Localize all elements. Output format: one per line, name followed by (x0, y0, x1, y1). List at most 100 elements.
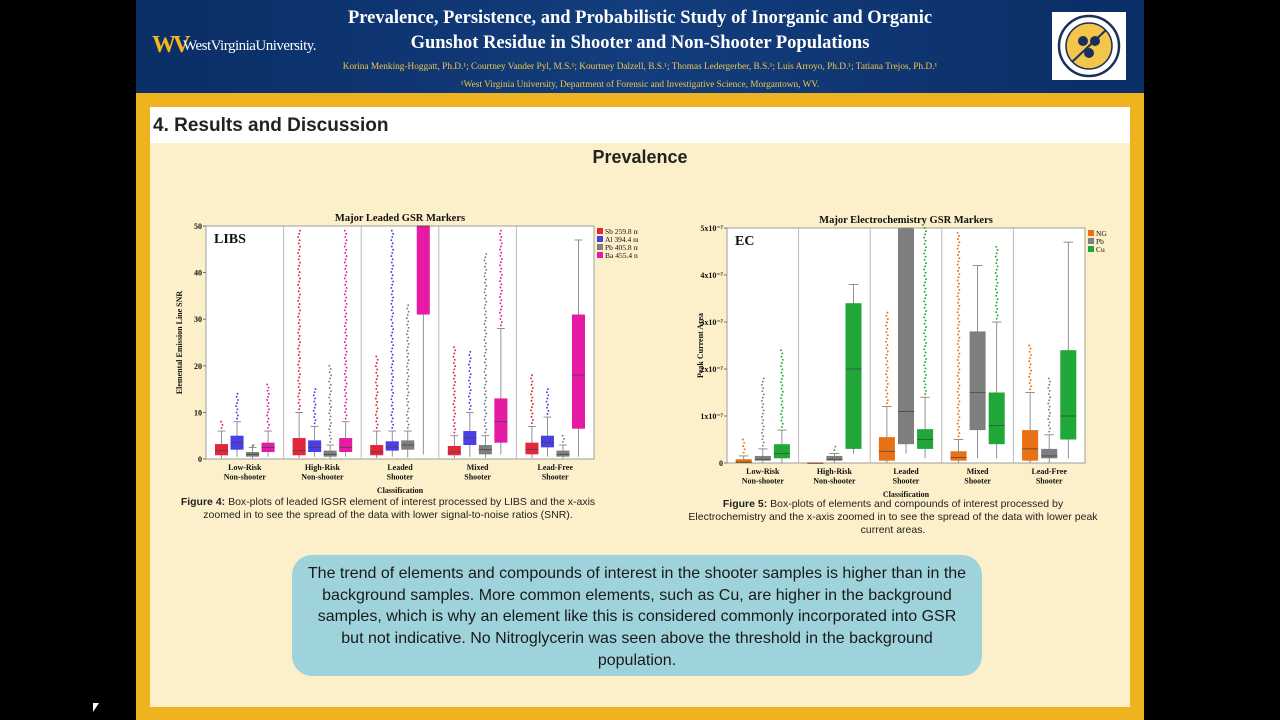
section-title: 4. Results and Discussion (153, 115, 389, 136)
outlier-point (407, 401, 410, 403)
figure-4-caption: Figure 4: Box-plots of leaded IGSR eleme… (178, 496, 598, 522)
outlier-point (485, 380, 488, 383)
outlier-point (761, 438, 764, 441)
outlier-point (956, 422, 959, 425)
outlier-point (923, 290, 926, 293)
outlier-point (329, 368, 332, 370)
outlier-point (996, 314, 999, 317)
outlier-point (266, 383, 269, 386)
outlier-point (298, 392, 301, 395)
outlier-point (469, 357, 472, 360)
outlier-point (314, 397, 317, 400)
outlier-point (299, 373, 301, 376)
outlier-point (314, 413, 317, 415)
outlier-point (924, 313, 927, 316)
outlier-point (761, 396, 764, 399)
outlier-point (298, 344, 301, 347)
outlier-point (344, 347, 347, 350)
outlier-point (484, 288, 487, 290)
outlier-point (220, 426, 223, 429)
outlier-point (780, 387, 783, 390)
outlier-point (406, 355, 409, 358)
outlier-point (297, 354, 300, 356)
outlier-point (390, 414, 393, 417)
outlier-point (499, 308, 502, 311)
outlier-point (957, 371, 960, 374)
outlier-point (483, 275, 486, 278)
legend-label: Ba 455.4 nm (605, 251, 638, 260)
outlier-point (483, 313, 486, 316)
outlier-point (374, 381, 377, 384)
outlier-point (299, 277, 301, 280)
outlier-point (407, 417, 410, 420)
outlier-point (452, 409, 455, 412)
outlier-point (1048, 399, 1051, 402)
outlier-point (761, 412, 764, 415)
outlier-point (530, 393, 532, 396)
outlier-point (390, 271, 393, 273)
box-iqr (323, 450, 337, 457)
outlier-point (297, 274, 300, 277)
outlier-point (531, 412, 534, 415)
outlier-point (924, 303, 927, 306)
outlier-point (957, 365, 960, 368)
outlier-point (374, 413, 377, 416)
outlier-point (391, 290, 394, 293)
outlier-point (1048, 421, 1051, 424)
x-tick-label: Non-shooter (224, 473, 267, 482)
outlier-point (297, 370, 300, 372)
outlier-point (780, 371, 783, 374)
outlier-point (530, 406, 533, 409)
outlier-point (468, 392, 471, 395)
outlier-point (958, 241, 961, 244)
outlier-point (780, 393, 783, 396)
box-iqr (1060, 350, 1077, 440)
box-iqr (773, 444, 790, 459)
outlier-point (406, 330, 409, 332)
outlier-point (329, 409, 332, 412)
outlier-point (483, 329, 486, 332)
outlier-point (958, 273, 961, 276)
outlier-point (484, 399, 487, 402)
outlier-point (1049, 396, 1052, 399)
y-tick-label: 0 (719, 459, 723, 468)
box-sb (525, 374, 539, 459)
outlier-point (390, 388, 393, 391)
box-iqr (826, 455, 843, 461)
x-tick-label: Lead-Free (537, 463, 573, 472)
outlier-point (312, 394, 315, 397)
box-iqr (754, 455, 771, 461)
outlier-point (452, 425, 455, 428)
outlier-point (390, 309, 393, 312)
outlier-point (885, 386, 888, 389)
outlier-point (314, 403, 317, 406)
outlier-point (391, 379, 394, 382)
outlier-point (345, 271, 348, 274)
outlier-point (452, 403, 455, 406)
outlier-point (995, 285, 998, 287)
x-tick-label: Shooter (387, 473, 414, 482)
outlier-point (499, 318, 502, 320)
outlier-point (762, 403, 765, 405)
outlier-point (530, 415, 533, 418)
outlier-point (499, 254, 502, 257)
outlier-point (468, 354, 471, 356)
outlier-point (923, 386, 926, 389)
outlier-point (762, 377, 765, 380)
outlier-point (328, 418, 331, 421)
outlier-point (760, 415, 763, 418)
outlier-point (957, 381, 960, 384)
x-tick-label: Leaded (387, 463, 413, 472)
outlier-point (345, 239, 348, 242)
box-pb (826, 445, 843, 463)
outlier-point (299, 229, 301, 232)
x-tick-label: Shooter (964, 477, 991, 486)
outlier-point (499, 248, 501, 251)
outlier-point (392, 407, 395, 410)
outlier-point (390, 420, 393, 423)
outlier-point (484, 358, 487, 361)
outlier-point (468, 401, 471, 404)
outlier-point (994, 288, 997, 291)
box-iqr (370, 445, 384, 456)
outlier-point (407, 326, 410, 329)
